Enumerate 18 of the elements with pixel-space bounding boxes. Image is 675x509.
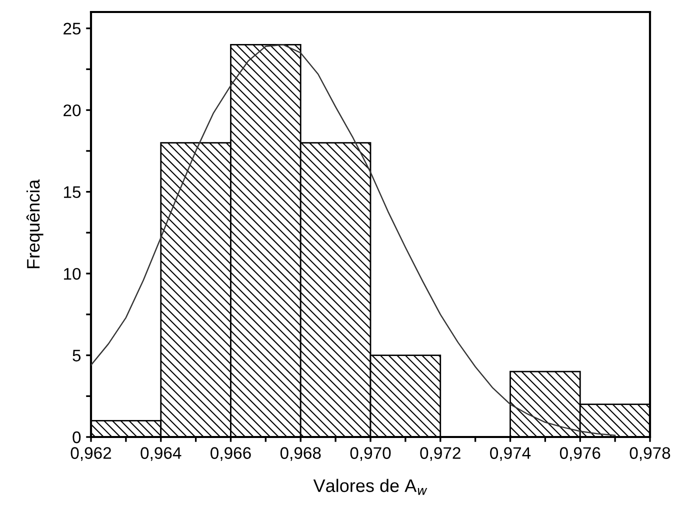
x-tick-label: 0,972	[420, 447, 460, 461]
x-tick-label: 0,976	[560, 447, 600, 461]
y-tick-label: 20	[64, 104, 81, 116]
x-tick-label: 0,966	[210, 447, 251, 461]
x-tick-label: 0,974	[490, 447, 531, 461]
x-axis-title: Valores de A$_{w}$	[313, 478, 428, 495]
y-axis-title: Frequência	[26, 179, 44, 268]
y-tick-label: 15	[64, 186, 81, 198]
x-tick-label: 0,968	[280, 447, 321, 461]
y-tick-label: 5	[72, 350, 81, 362]
y-tick-label: 10	[64, 268, 81, 280]
x-tick-label: 0,964	[140, 447, 182, 461]
y-tick-label: 25	[64, 22, 81, 35]
line-series	[91, 44, 616, 436]
x-tick-label: 0,962	[70, 447, 112, 461]
x-tick-label: 0,978	[630, 447, 670, 461]
y-tick-label: 0	[72, 431, 81, 444]
x-tick-label: 0,970	[350, 447, 391, 461]
